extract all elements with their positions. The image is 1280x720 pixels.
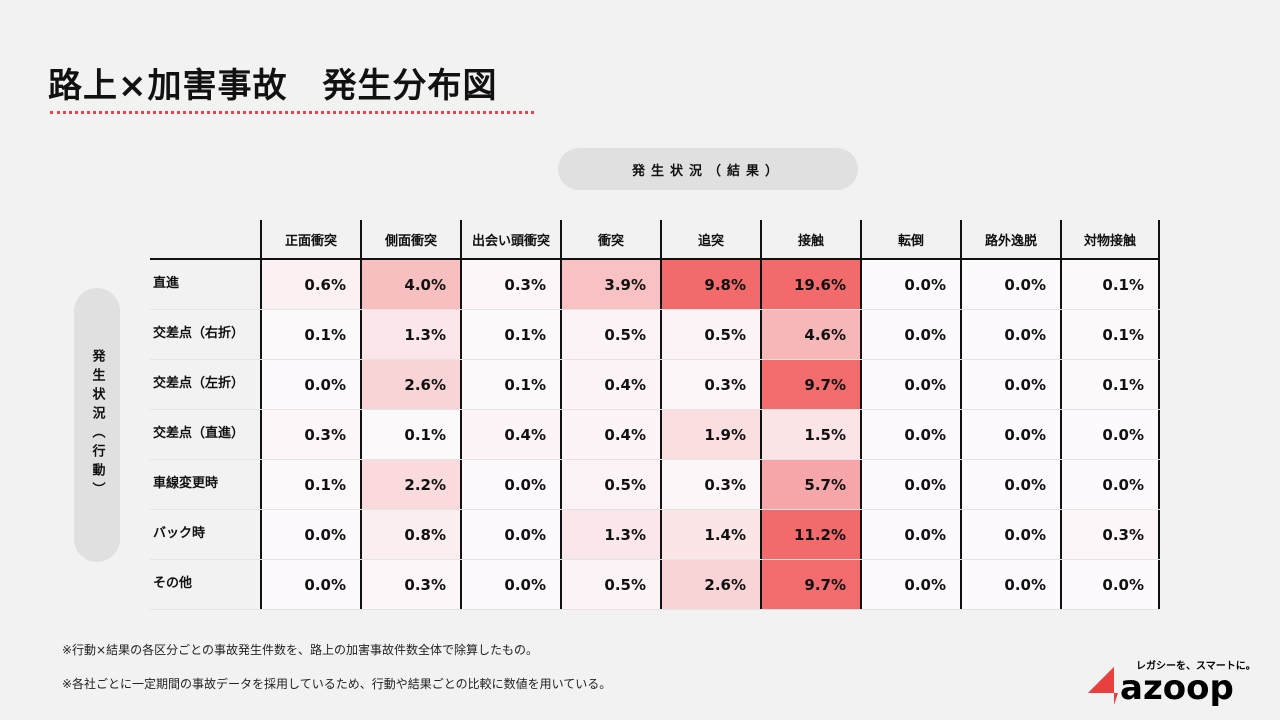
heatmap-table: 正面衝突 側面衝突 出会い頭衝突 衝突 追突 接触 転倒 路外逸脱 対物接触直進 0.6% 4.0%… bbox=[150, 220, 1160, 610]
heatmap-cell: 0.0% bbox=[960, 560, 1060, 609]
heatmap-cell: 4.0% bbox=[360, 260, 460, 309]
table-row: 交差点（左折） 0.0% 2.6% 0.1% 0.4% 0.3% 9.7% 0.0% 0.0% 0… bbox=[150, 360, 1160, 410]
heatmap-cell: 0.6% bbox=[260, 260, 360, 309]
heatmap-cell: 0.5% bbox=[560, 460, 660, 509]
heatmap-cell: 0.0% bbox=[260, 360, 360, 409]
row-header: バック時 bbox=[153, 526, 206, 541]
logo-tagline: レガシーを、スマートに。 bbox=[1136, 659, 1256, 672]
row-header: 交差点（右折） bbox=[153, 326, 245, 341]
heatmap-cell: 0.4% bbox=[560, 410, 660, 459]
heatmap-cell: 0.1% bbox=[1060, 260, 1160, 309]
table-row: バック時 0.0% 0.8% 0.0% 1.3% 1.4% 11.2% 0.0% 0.0% 0.3… bbox=[150, 510, 1160, 560]
column-header: 接触 bbox=[760, 220, 860, 258]
heatmap-cell: 4.6% bbox=[760, 310, 860, 359]
heatmap-cell: 9.7% bbox=[760, 360, 860, 409]
heatmap-cell: 0.8% bbox=[360, 510, 460, 559]
column-group-label: 発生状況（結果） bbox=[558, 148, 858, 190]
azoop-logo: レガシーを、スマートに。 azoop bbox=[1088, 659, 1256, 707]
heatmap-cell: 0.4% bbox=[560, 360, 660, 409]
heatmap-cell: 0.1% bbox=[260, 310, 360, 359]
heatmap-cell: 0.0% bbox=[860, 510, 960, 559]
heatmap-cell: 0.1% bbox=[1060, 360, 1160, 409]
header-row: 正面衝突 側面衝突 出会い頭衝突 衝突 追突 接触 転倒 路外逸脱 対物接触 bbox=[150, 220, 1160, 260]
heatmap-cell: 0.0% bbox=[860, 360, 960, 409]
heatmap-cell: 2.6% bbox=[660, 560, 760, 609]
page-title: 路上×加害事故 発生分布図 bbox=[48, 66, 498, 106]
heatmap-cell: 0.5% bbox=[560, 310, 660, 359]
heatmap-cell: 0.1% bbox=[460, 360, 560, 409]
heatmap-cell: 1.4% bbox=[660, 510, 760, 559]
heatmap-cell: 0.0% bbox=[960, 510, 1060, 559]
heatmap-cell: 0.0% bbox=[260, 560, 360, 609]
heatmap-cell: 0.0% bbox=[860, 310, 960, 359]
heatmap-cell: 0.3% bbox=[1060, 510, 1160, 559]
heatmap-cell: 0.3% bbox=[660, 460, 760, 509]
heatmap-cell: 3.9% bbox=[560, 260, 660, 309]
heatmap-cell: 0.3% bbox=[260, 410, 360, 459]
heatmap-cell: 5.7% bbox=[760, 460, 860, 509]
table-row: 車線変更時 0.1% 2.2% 0.0% 0.5% 0.3% 5.7% 0.0% 0.0% 0.0… bbox=[150, 460, 1160, 510]
table-row: 直進 0.6% 4.0% 0.3% 3.9% 9.8% 19.6% 0.0% 0.0% 0.1% bbox=[150, 260, 1160, 310]
heatmap-cell: 0.0% bbox=[960, 360, 1060, 409]
column-header: 路外逸脱 bbox=[960, 220, 1060, 258]
column-header: 側面衝突 bbox=[360, 220, 460, 258]
heatmap-cell: 0.3% bbox=[360, 560, 460, 609]
heatmap-cell: 0.0% bbox=[860, 260, 960, 309]
heatmap-cell: 1.9% bbox=[660, 410, 760, 459]
heatmap-cell: 1.3% bbox=[560, 510, 660, 559]
heatmap-cell: 0.0% bbox=[960, 260, 1060, 309]
heatmap-cell: 9.8% bbox=[660, 260, 760, 309]
heatmap-cell: 0.1% bbox=[1060, 310, 1160, 359]
heatmap-cell: 0.0% bbox=[860, 460, 960, 509]
logo-name: azoop bbox=[1120, 668, 1234, 707]
row-header: 交差点（左折） bbox=[153, 376, 245, 391]
row-header: その他 bbox=[153, 576, 193, 591]
heatmap-cell: 9.7% bbox=[760, 560, 860, 609]
column-header: 対物接触 bbox=[1060, 220, 1160, 258]
note-1: ※行動×結果の各区分ごとの事故発生件数を、路上の加害事故件数全体で除算したもの。 bbox=[62, 643, 538, 657]
heatmap-cell: 0.1% bbox=[460, 310, 560, 359]
heatmap-cell: 19.6% bbox=[760, 260, 860, 309]
heatmap-cell: 0.4% bbox=[460, 410, 560, 459]
row-header: 車線変更時 bbox=[153, 476, 219, 491]
heatmap-cell: 0.0% bbox=[1060, 460, 1160, 509]
row-group-label: 発生状況（行動） bbox=[74, 288, 120, 562]
column-header: 衝突 bbox=[560, 220, 660, 258]
column-header: 転倒 bbox=[860, 220, 960, 258]
heatmap-cell: 0.0% bbox=[460, 560, 560, 609]
table-row: その他 0.0% 0.3% 0.0% 0.5% 2.6% 9.7% 0.0% 0.0% 0.0% bbox=[150, 560, 1160, 610]
title-underline bbox=[50, 111, 534, 114]
heatmap-cell: 0.5% bbox=[560, 560, 660, 609]
heatmap-cell: 0.0% bbox=[1060, 410, 1160, 459]
heatmap-cell: 0.3% bbox=[460, 260, 560, 309]
heatmap-cell: 11.2% bbox=[760, 510, 860, 559]
column-header: 正面衝突 bbox=[260, 220, 360, 258]
heatmap-cell: 0.0% bbox=[960, 410, 1060, 459]
heatmap-cell: 1.5% bbox=[760, 410, 860, 459]
table-row: 交差点（直進） 0.3% 0.1% 0.4% 0.4% 1.9% 1.5% 0.0% 0.0% 0… bbox=[150, 410, 1160, 460]
heatmap-cell: 0.5% bbox=[660, 310, 760, 359]
heatmap-cell: 0.0% bbox=[960, 460, 1060, 509]
heatmap-cell: 0.0% bbox=[460, 460, 560, 509]
heatmap-cell: 0.1% bbox=[360, 410, 460, 459]
corner-cell bbox=[150, 220, 260, 258]
heatmap-cell: 0.1% bbox=[260, 460, 360, 509]
heatmap-cell: 0.0% bbox=[960, 310, 1060, 359]
column-header: 出会い頭衝突 bbox=[460, 220, 560, 258]
heatmap-cell: 0.0% bbox=[860, 560, 960, 609]
table-row: 交差点（右折） 0.1% 1.3% 0.1% 0.5% 0.5% 4.6% 0.0% 0.0% 0… bbox=[150, 310, 1160, 360]
heatmap-cell: 0.0% bbox=[460, 510, 560, 559]
row-header: 直進 bbox=[153, 276, 180, 291]
heatmap-cell: 0.3% bbox=[660, 360, 760, 409]
heatmap-cell: 0.0% bbox=[260, 510, 360, 559]
note-2: ※各社ごとに一定期間の事故データを採用しているため、行動や結果ごとの比較に数値を… bbox=[62, 677, 612, 691]
row-header: 交差点（直進） bbox=[153, 426, 245, 441]
column-header: 追突 bbox=[660, 220, 760, 258]
heatmap-cell: 0.0% bbox=[1060, 560, 1160, 609]
heatmap-cell: 2.2% bbox=[360, 460, 460, 509]
heatmap-cell: 1.3% bbox=[360, 310, 460, 359]
heatmap-cell: 0.0% bbox=[860, 410, 960, 459]
heatmap-cell: 2.6% bbox=[360, 360, 460, 409]
